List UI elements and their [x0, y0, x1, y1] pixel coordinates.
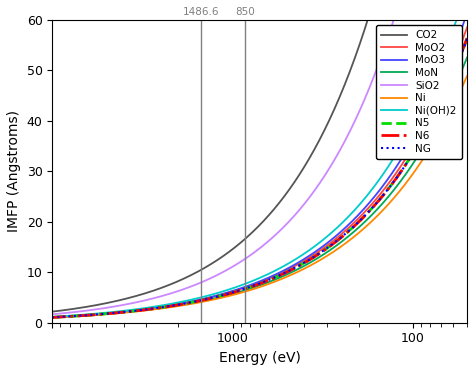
MoO3 — [211, 294, 217, 298]
SiO2 — [354, 115, 360, 119]
MoO2 — [211, 294, 217, 299]
N6 — [464, 36, 470, 40]
N6 — [388, 183, 394, 187]
NG — [354, 221, 360, 226]
MoN — [464, 55, 470, 60]
Ni(OH)2 — [141, 306, 147, 310]
MoO2 — [270, 275, 276, 279]
NG — [464, 37, 470, 41]
CO2 — [211, 260, 217, 264]
NG — [141, 308, 147, 312]
SiO2 — [211, 274, 217, 279]
Line: NG: NG — [38, 39, 467, 318]
N5 — [388, 183, 394, 187]
SiO2 — [178, 288, 183, 292]
CO2 — [270, 208, 276, 213]
N5 — [178, 302, 183, 307]
Ni — [464, 74, 470, 78]
Line: Ni: Ni — [38, 76, 467, 318]
MoO2 — [388, 178, 394, 182]
SiO2 — [141, 298, 147, 303]
NG — [211, 295, 217, 299]
Ni — [35, 316, 41, 321]
MoO3 — [270, 273, 276, 278]
MoO2 — [178, 302, 183, 306]
Ni(OH)2 — [354, 205, 360, 210]
CO2 — [178, 278, 183, 282]
NG — [178, 302, 183, 307]
SiO2 — [35, 313, 41, 318]
N5 — [270, 276, 276, 280]
X-axis label: Energy (eV): Energy (eV) — [219, 351, 301, 365]
N6 — [141, 308, 147, 312]
Text: 850: 850 — [236, 7, 255, 17]
Ni(OH)2 — [211, 292, 217, 296]
MoO2 — [464, 25, 470, 30]
MoO2 — [141, 307, 147, 312]
Ni(OH)2 — [178, 300, 183, 304]
MoO3 — [464, 11, 470, 15]
MoN — [270, 278, 276, 283]
Line: MoO3: MoO3 — [38, 13, 467, 318]
Ni — [141, 308, 147, 313]
N5 — [141, 308, 147, 312]
Ni — [388, 199, 394, 203]
CO2 — [354, 51, 360, 55]
MoN — [211, 296, 217, 301]
CO2 — [35, 311, 41, 315]
Ni(OH)2 — [35, 315, 41, 320]
Line: CO2: CO2 — [38, 0, 467, 313]
Ni — [354, 232, 360, 237]
Text: 1486.6: 1486.6 — [183, 7, 220, 17]
Line: SiO2: SiO2 — [38, 0, 467, 315]
NG — [35, 316, 41, 320]
MoO2 — [354, 218, 360, 222]
Ni — [270, 280, 276, 285]
Ni — [211, 297, 217, 302]
MoO3 — [354, 214, 360, 219]
Ni — [178, 304, 183, 308]
Legend: CO2, MoO2, MoO3, MoN, SiO2, Ni, Ni(OH)2, N5, N6, NG: CO2, MoO2, MoO3, MoN, SiO2, Ni, Ni(OH)2,… — [376, 25, 462, 159]
MoO3 — [35, 316, 41, 320]
SiO2 — [270, 235, 276, 240]
MoN — [354, 227, 360, 231]
Line: Ni(OH)2: Ni(OH)2 — [38, 0, 467, 318]
Y-axis label: IMFP (Angstroms): IMFP (Angstroms) — [7, 110, 21, 232]
N5 — [354, 221, 360, 226]
Line: N6: N6 — [38, 38, 467, 318]
MoN — [141, 308, 147, 312]
MoN — [178, 303, 183, 307]
Line: MoO2: MoO2 — [38, 28, 467, 318]
MoO3 — [178, 301, 183, 306]
N5 — [35, 316, 41, 320]
MoO3 — [141, 307, 147, 311]
N5 — [211, 295, 217, 299]
N6 — [354, 222, 360, 226]
MoN — [388, 191, 394, 196]
MoN — [35, 316, 41, 320]
N6 — [270, 276, 276, 281]
Ni(OH)2 — [270, 270, 276, 274]
SiO2 — [388, 26, 394, 30]
MoO3 — [388, 172, 394, 177]
Line: N5: N5 — [38, 39, 467, 318]
N6 — [178, 302, 183, 307]
N6 — [211, 295, 217, 300]
CO2 — [141, 291, 147, 296]
N6 — [35, 316, 41, 320]
MoO2 — [35, 316, 41, 320]
Ni(OH)2 — [388, 160, 394, 164]
NG — [388, 183, 394, 187]
Line: MoN: MoN — [38, 58, 467, 318]
N5 — [464, 36, 470, 41]
NG — [270, 276, 276, 280]
